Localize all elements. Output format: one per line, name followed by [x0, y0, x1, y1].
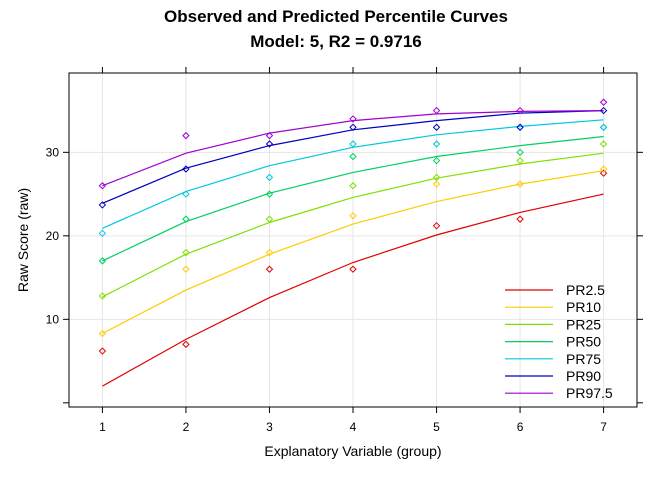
observed-points — [98, 98, 608, 355]
legend-label-PR97.5: PR97.5 — [566, 385, 613, 401]
observed-point-PR90 — [182, 165, 190, 173]
observed-point-PR97.5 — [432, 106, 441, 115]
legend-label-PR2.5: PR2.5 — [566, 282, 605, 298]
legend-label-PR75: PR75 — [566, 351, 601, 367]
observed-point-PR50 — [349, 152, 357, 161]
observed-point-PR50 — [182, 215, 190, 223]
observed-point-PR25 — [182, 248, 190, 257]
observed-point-PR25 — [98, 292, 107, 300]
predicted-line-PR97.5 — [102, 110, 604, 187]
y-axis-label: Raw Score (raw) — [15, 188, 31, 292]
x-axis-label: Explanatory Variable (group) — [264, 443, 441, 459]
observed-point-PR2.5 — [516, 215, 524, 223]
observed-point-PR25 — [516, 156, 524, 165]
observed-point-PR2.5 — [98, 347, 107, 355]
x-tick-label: 4 — [350, 420, 357, 434]
observed-point-PR90 — [98, 201, 107, 209]
observed-point-PR90 — [516, 123, 524, 131]
observed-point-PR10 — [265, 248, 274, 257]
legend-label-PR90: PR90 — [566, 368, 601, 384]
x-tick-label: 1 — [99, 420, 106, 434]
observed-point-PR25 — [349, 182, 357, 190]
x-tick-label: 6 — [517, 420, 524, 434]
predicted-line-PR10 — [102, 170, 604, 335]
observed-point-PR10 — [516, 180, 524, 188]
legend-label-PR50: PR50 — [566, 334, 601, 350]
observed-point-PR97.5 — [516, 106, 524, 115]
observed-point-PR50 — [516, 148, 524, 157]
observed-point-PR10 — [432, 180, 441, 188]
y-tick-label: 10 — [46, 312, 60, 326]
observed-point-PR97.5 — [265, 131, 274, 140]
x-tick-label: 5 — [433, 420, 440, 434]
observed-point-PR75 — [349, 140, 357, 148]
observed-point-PR97.5 — [349, 115, 357, 123]
observed-point-PR75 — [265, 173, 274, 182]
x-tick-label: 3 — [266, 420, 273, 434]
observed-point-PR97.5 — [599, 98, 608, 106]
observed-point-PR75 — [432, 140, 441, 148]
observed-point-PR10 — [98, 329, 107, 338]
observed-point-PR10 — [599, 165, 608, 173]
observed-point-PR50 — [432, 156, 441, 165]
observed-point-PR25 — [599, 140, 608, 148]
observed-point-PR75 — [98, 229, 107, 238]
y-tick-label: 30 — [46, 145, 60, 159]
observed-point-PR2.5 — [265, 265, 274, 273]
chart-subtitle: Model: 5, R2 = 0.9716 — [250, 32, 422, 51]
x-tick-label: 2 — [183, 420, 190, 434]
observed-point-PR25 — [432, 173, 441, 182]
predicted-line-PR2.5 — [102, 193, 604, 387]
observed-point-PR2.5 — [182, 340, 190, 349]
observed-point-PR90 — [349, 123, 357, 131]
observed-point-PR97.5 — [98, 182, 107, 190]
observed-point-PR25 — [265, 215, 274, 223]
observed-point-PR97.5 — [182, 131, 190, 140]
observed-point-PR2.5 — [349, 265, 357, 273]
observed-point-PR2.5 — [599, 169, 608, 177]
observed-point-PR90 — [432, 123, 441, 131]
observed-point-PR75 — [599, 123, 608, 131]
observed-point-PR50 — [265, 190, 274, 198]
legend-label-PR10: PR10 — [566, 299, 601, 315]
observed-point-PR2.5 — [432, 222, 441, 230]
observed-point-PR10 — [349, 212, 357, 220]
x-tick-label: 7 — [600, 420, 607, 434]
observed-point-PR50 — [98, 257, 107, 265]
chart-title: Observed and Predicted Percentile Curves — [164, 7, 508, 26]
legend-label-PR25: PR25 — [566, 316, 601, 332]
observed-point-PR90 — [265, 140, 274, 148]
observed-point-PR90 — [599, 106, 608, 115]
y-tick-label: 20 — [46, 229, 60, 243]
observed-point-PR75 — [182, 190, 190, 198]
axes: 1 2 3 4 5 6 7 10 20 30 — [46, 67, 643, 434]
grid-lines — [69, 73, 637, 407]
observed-point-PR10 — [182, 265, 190, 273]
